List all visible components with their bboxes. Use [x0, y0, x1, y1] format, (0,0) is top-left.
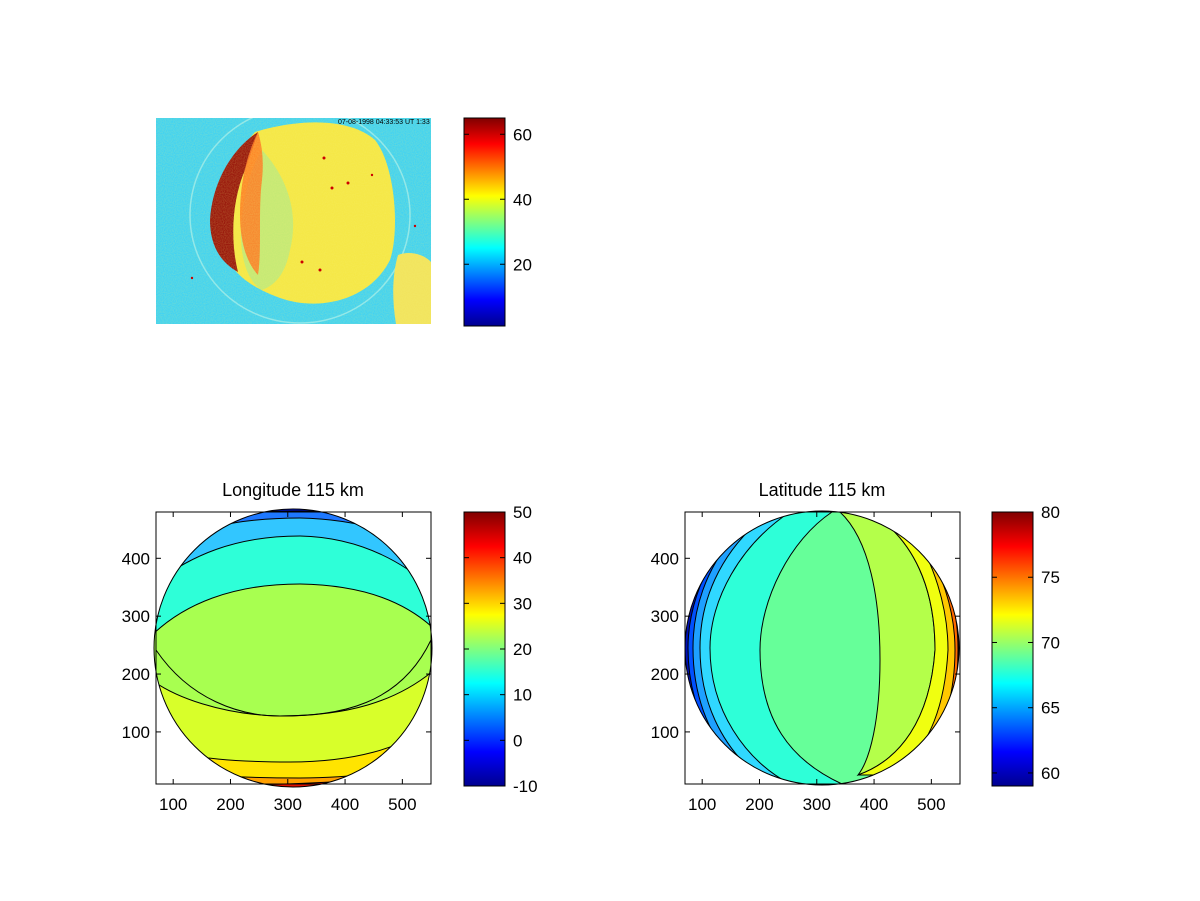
latitude-xtick-label: 300	[803, 795, 831, 814]
longitude-xtick-label: 200	[216, 795, 244, 814]
longitude-ytick-label: 300	[122, 607, 150, 626]
latitude-ytick-label: 100	[651, 723, 679, 742]
latitude-axes	[684, 511, 961, 785]
colorbar-latitude-tick-label: 60	[1041, 764, 1060, 783]
longitude-xtick-label: 100	[159, 795, 187, 814]
latitude-panel: Latitude 115 km 100 200 300 400 500 100 200 300…	[651, 480, 1060, 814]
colorbar-longitude-tick-label: 0	[513, 731, 522, 750]
longitude-xtick-label: 300	[274, 795, 302, 814]
longitude-ytick-label: 400	[122, 549, 150, 568]
latitude-ytick-label: 200	[651, 665, 679, 684]
colorbar-longitude-tick-label: 20	[513, 640, 532, 659]
colorbar-longitude-tick-label: 50	[513, 503, 532, 522]
colorbar-image-tick-label: 60	[513, 125, 532, 144]
latitude-xtick-label: 400	[860, 795, 888, 814]
colorbar-image	[463, 117, 506, 327]
colorbar-longitude-tick-label: -10	[513, 777, 538, 796]
colorbar-longitude-tick-label: 40	[513, 549, 532, 568]
longitude-title: Longitude 115 km	[222, 480, 364, 500]
colorbar-image-tick-label: 20	[513, 255, 532, 274]
longitude-contours	[154, 509, 432, 787]
latitude-ytick-label: 400	[651, 549, 679, 568]
latitude-contours	[685, 511, 959, 785]
longitude-panel: Longitude 115 km 100 200 300 400 50010020030…	[122, 480, 538, 814]
colorbar-latitude-tick-label: 65	[1041, 699, 1060, 718]
colorbar-longitude-tick-label: 30	[513, 594, 532, 613]
colorbar-image-tick-label: 40	[513, 190, 532, 209]
colorbar-longitude-tick-label: 10	[513, 686, 532, 705]
colorbar-latitude-tick-label: 80	[1041, 503, 1060, 522]
longitude-xtick-label: 400	[331, 795, 359, 814]
latitude-xtick-label: 200	[745, 795, 773, 814]
colorbar-latitude	[991, 511, 1034, 787]
colorbar-latitude-tick-label: 70	[1041, 633, 1060, 652]
colorbar-latitude-tick-label: 75	[1041, 568, 1060, 587]
longitude-xtick-label: 500	[388, 795, 416, 814]
longitude-ytick-label: 200	[122, 665, 150, 684]
latitude-title: Latitude 115 km	[759, 480, 886, 500]
image-timestamp: 07-08-1998 04:33:53 UT 1:33	[338, 119, 430, 126]
colorbar-longitude	[463, 511, 506, 787]
longitude-ytick-label: 100	[122, 723, 150, 742]
image-panel: 07-08-1998 04:33:53 UT 1:33 20 40 60	[156, 117, 532, 327]
latitude-xtick-label: 500	[917, 795, 945, 814]
latitude-ytick-label: 300	[651, 607, 679, 626]
latitude-xtick-label: 100	[688, 795, 716, 814]
longitude-axes	[155, 511, 432, 785]
